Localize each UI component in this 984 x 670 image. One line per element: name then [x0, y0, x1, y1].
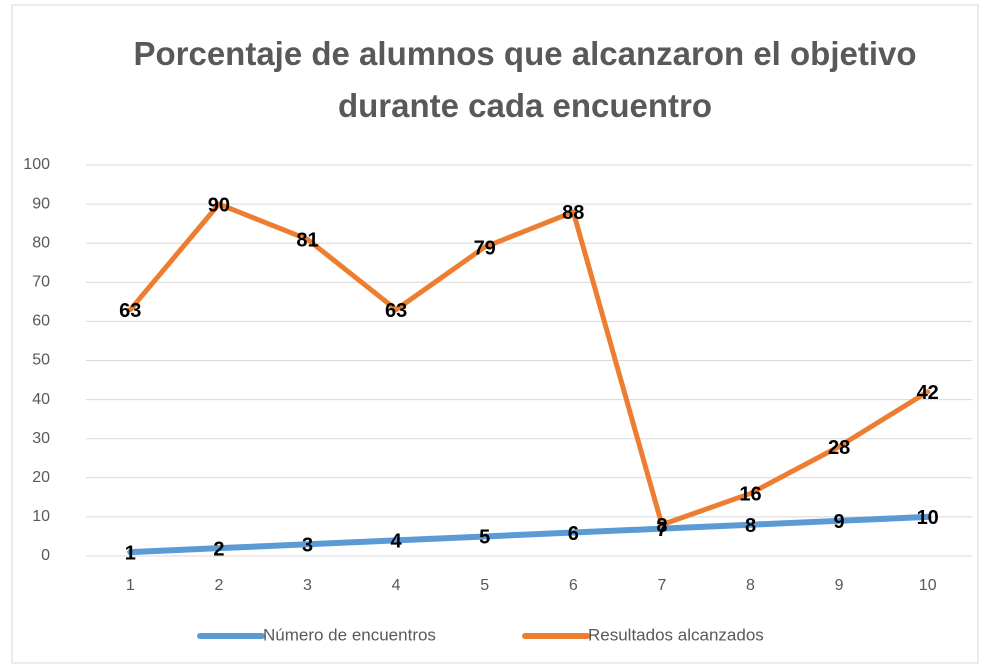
x-tick-label: 5	[480, 577, 489, 594]
x-tick-label: 9	[835, 577, 844, 594]
x-tick-label: 10	[919, 577, 937, 594]
data-label: 4	[391, 531, 403, 553]
y-tick-label: 40	[32, 391, 50, 408]
data-label: 9	[834, 511, 845, 533]
data-label: 42	[917, 382, 939, 404]
y-tick-label: 80	[32, 234, 50, 251]
data-label: 88	[562, 202, 584, 224]
y-tick-label: 70	[32, 274, 50, 291]
data-label: 8	[656, 515, 667, 537]
x-tick-label: 4	[392, 577, 401, 594]
y-tick-label: 60	[32, 313, 50, 330]
data-label: 63	[119, 300, 141, 322]
data-label: 16	[739, 484, 761, 506]
legend-label: Resultados alcanzados	[588, 625, 764, 644]
data-label: 1	[125, 542, 136, 564]
data-label: 6	[568, 523, 579, 545]
y-tick-label: 20	[32, 469, 50, 486]
data-label: 81	[296, 230, 318, 252]
data-label: 79	[474, 237, 496, 259]
y-tick-label: 30	[32, 430, 50, 447]
x-tick-label: 1	[126, 577, 135, 594]
chart-title: Porcentaje de alumnos que alcanzaron el …	[133, 35, 917, 124]
series-line	[127, 513, 931, 556]
series-line	[127, 201, 931, 528]
y-tick-label: 0	[41, 547, 50, 564]
data-label: 63	[385, 300, 407, 322]
x-tick-label: 3	[303, 577, 312, 594]
x-tick-label: 7	[657, 577, 666, 594]
data-label: 90	[208, 194, 230, 216]
chart-border	[11, 4, 979, 664]
y-tick-label: 100	[23, 156, 50, 173]
data-label: 2	[213, 538, 224, 560]
data-label: 10	[917, 507, 939, 529]
data-label: 5	[479, 527, 490, 549]
data-label: 8	[745, 515, 756, 537]
y-tick-label: 50	[32, 352, 50, 369]
x-tick-label: 8	[746, 577, 755, 594]
legend-label: Número de encuentros	[263, 625, 436, 644]
y-tick-label: 10	[32, 508, 50, 525]
x-tick-label: 6	[569, 577, 578, 594]
x-tick-label: 2	[214, 577, 223, 594]
data-label: 7	[656, 519, 667, 541]
y-tick-label: 90	[32, 195, 50, 212]
data-label: 28	[828, 437, 850, 459]
data-label: 3	[302, 535, 313, 557]
